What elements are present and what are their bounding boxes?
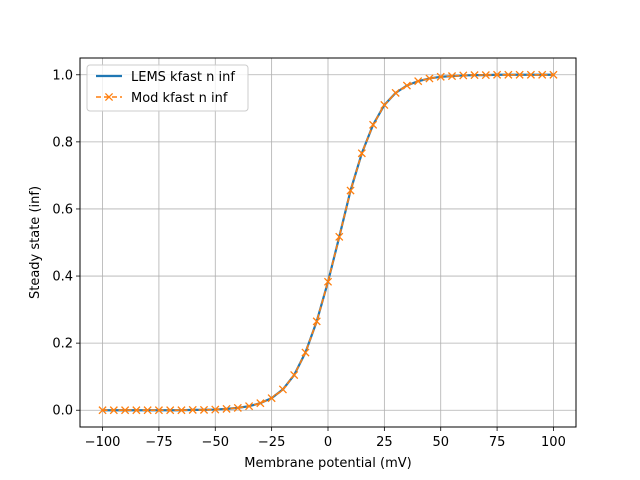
series-point-mod <box>335 232 344 241</box>
x-tick-label: 25 <box>376 435 393 450</box>
x-tick-label: −75 <box>145 435 172 450</box>
series-point-mod <box>493 70 502 79</box>
series-point-mod <box>278 385 287 394</box>
legend-marker-mod <box>104 92 114 102</box>
series-point-mod <box>470 71 479 80</box>
x-tick-label: −25 <box>258 435 285 450</box>
series-point-mod <box>290 370 299 380</box>
series-point-mod <box>380 100 389 110</box>
series-point-mod <box>154 406 163 415</box>
x-tick-label: 50 <box>432 435 449 450</box>
series-point-mod <box>515 70 524 79</box>
legend-label-mod: Mod kfast n inf <box>131 91 228 106</box>
series-point-mod <box>549 70 558 79</box>
series-point-mod <box>504 70 513 79</box>
series-point-mod <box>447 72 457 81</box>
series-point-mod <box>177 406 186 415</box>
y-tick-label: 0.8 <box>52 135 73 150</box>
series-point-mod <box>481 71 490 80</box>
series-point-mod <box>357 149 366 158</box>
series-point-mod <box>369 120 378 129</box>
x-tick-label: 75 <box>489 435 506 450</box>
series-point-mod <box>188 405 197 414</box>
series-point-mod <box>222 404 231 413</box>
series-point-mod <box>414 77 423 86</box>
series-point-mod <box>436 72 445 81</box>
x-tick-label: −50 <box>202 435 229 450</box>
series-point-mod <box>267 394 276 403</box>
series-point-mod <box>143 406 152 415</box>
series-point-mod <box>98 406 107 415</box>
series-point-mod <box>301 348 310 357</box>
series-point-mod <box>538 70 547 79</box>
series-point-mod <box>256 399 265 408</box>
series-point-mod <box>109 406 118 415</box>
series-point-mod <box>323 277 333 286</box>
series-point-mod <box>346 186 355 195</box>
series-point-mod <box>121 406 130 415</box>
series-point-mod <box>166 406 175 415</box>
y-axis-label: Steady state (inf) <box>28 186 43 299</box>
legend-label-lems: LEMS kfast n inf <box>131 70 235 85</box>
series-point-mod <box>526 70 535 79</box>
series-point-mod <box>425 74 434 83</box>
series-line-mod <box>102 73 554 412</box>
axis-ticks: −100 −75 −50 −25 0 25 50 75 100 0.0 0.2 0.4 0.6 0.8 1.… <box>52 68 566 450</box>
y-tick-label: 0.0 <box>52 404 73 419</box>
x-tick-label: 100 <box>541 435 566 450</box>
legend: LEMS kfast n inf Mod kfast n inf <box>86 64 249 112</box>
series-point-mod <box>211 405 220 414</box>
grid <box>80 58 576 427</box>
series-point-mod <box>459 71 468 80</box>
series-point-mod <box>245 402 254 411</box>
y-tick-label: 0.6 <box>52 202 73 217</box>
x-tick-label: 0 <box>324 435 332 450</box>
series-point-mod <box>233 403 242 412</box>
x-axis-label: Membrane potential (mV) <box>244 456 411 471</box>
legend-box <box>86 64 249 112</box>
series-point-mod <box>312 317 321 326</box>
y-tick-label: 0.2 <box>52 337 73 352</box>
series-point-mod <box>402 81 411 90</box>
y-tick-label: 0.4 <box>52 270 73 285</box>
series-point-mod <box>391 88 400 97</box>
series-point-mod <box>132 406 141 415</box>
plot-series <box>98 70 558 415</box>
y-tick-label: 1.0 <box>52 68 73 83</box>
x-tick-label: −100 <box>85 435 121 450</box>
series-point-mod <box>199 405 209 414</box>
